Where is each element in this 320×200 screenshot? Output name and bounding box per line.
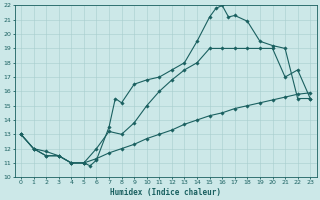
X-axis label: Humidex (Indice chaleur): Humidex (Indice chaleur) <box>110 188 221 197</box>
